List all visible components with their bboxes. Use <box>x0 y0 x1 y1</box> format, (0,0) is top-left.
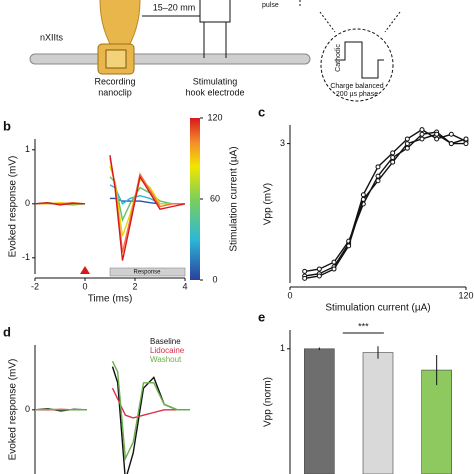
stimulating-label: hook electrode <box>185 87 244 97</box>
point <box>390 155 396 161</box>
lead <box>99 0 141 49</box>
x-tick-label: 120 <box>458 290 473 300</box>
point <box>375 178 381 184</box>
point <box>302 275 308 281</box>
point <box>360 196 366 202</box>
distance: 15–20 mm <box>153 2 196 12</box>
point <box>302 268 308 274</box>
point <box>434 136 440 142</box>
y-tick-label: 0 <box>25 198 30 208</box>
y-axis-label: Vpp (norm) <box>263 377 274 427</box>
y-axis-label: Vpp (mV) <box>263 183 274 225</box>
panel-label: e <box>258 309 265 324</box>
panel-a: 15–20 mm nXIIts Recording nanoclip Stimu… <box>29 0 401 102</box>
point <box>404 141 410 147</box>
colorbar <box>190 118 200 280</box>
x-tick-label: 0 <box>82 281 87 291</box>
stimulus-marker <box>80 266 90 274</box>
clip-core <box>105 49 127 69</box>
hook-electrode <box>199 0 231 58</box>
point <box>404 145 410 151</box>
point <box>390 159 396 165</box>
point <box>375 164 381 170</box>
point <box>463 141 469 147</box>
inset <box>320 28 394 102</box>
y-axis-label: Stimulation current (µA) <box>229 146 240 251</box>
pulse-wave <box>335 41 384 79</box>
bar <box>304 348 335 474</box>
point <box>448 141 454 147</box>
series-line <box>304 133 466 280</box>
y-tick-label: 1 <box>280 343 285 353</box>
x-tick-label: 2 <box>132 281 137 291</box>
y-tick-label: 3 <box>280 138 285 148</box>
point <box>375 173 381 179</box>
point <box>463 136 469 142</box>
point <box>360 192 366 198</box>
colorbar-tick-label: 120 <box>207 112 222 122</box>
point <box>434 131 440 137</box>
nerve-label: nXIIts <box>40 32 64 42</box>
x-axis-label: Stimulation current (µA) <box>325 303 430 314</box>
colorbar-tick-label: 60 <box>210 193 220 203</box>
series-line <box>34 155 186 261</box>
y-tick-label: -1 <box>22 252 30 262</box>
series-line <box>34 366 190 474</box>
recording-label: nanoclip <box>98 87 132 97</box>
nerve <box>29 53 311 65</box>
response-window <box>109 267 186 277</box>
annotation: Response <box>133 270 161 276</box>
series-line <box>304 131 467 273</box>
zoom-lines <box>299 0 401 33</box>
point <box>419 136 425 142</box>
point <box>331 259 337 265</box>
x-tick-label: -2 <box>31 281 39 291</box>
point <box>419 131 425 137</box>
legend-entry: Baseline <box>150 337 181 346</box>
point <box>448 131 454 137</box>
point <box>346 243 352 249</box>
panel-label: d <box>3 324 11 339</box>
colorbar-tick-label: 0 <box>212 274 217 284</box>
point <box>404 136 410 142</box>
stimulating-label: Stimulating <box>193 76 238 86</box>
series-line <box>304 128 467 277</box>
panel-label: c <box>258 104 265 119</box>
point <box>419 127 425 133</box>
y-axis-label: Evoked response (mV) <box>8 156 19 258</box>
annotation: *** <box>358 321 369 331</box>
y-axis-label: Evoked response (mV) <box>8 359 19 461</box>
charge-label: 200 µs phase <box>336 91 378 98</box>
series-line <box>34 360 190 461</box>
point <box>390 150 396 156</box>
y-tick-label: 1 <box>25 144 30 154</box>
bar <box>421 369 452 474</box>
x-tick-label: 0 <box>287 290 292 300</box>
point <box>316 273 322 279</box>
cathodic-label: Cathodic <box>335 44 342 72</box>
x-axis-label: Time (ms) <box>88 294 133 305</box>
legend-entry: Washout <box>150 355 182 364</box>
legend-entry: Lidocaine <box>150 346 185 355</box>
bar <box>362 352 394 474</box>
point <box>331 266 337 272</box>
point <box>316 266 322 272</box>
pulse-label: pulse <box>262 2 279 9</box>
panel-label: b <box>3 118 11 133</box>
y-tick-label: 0 <box>25 404 30 414</box>
x-tick-label: 4 <box>182 281 187 291</box>
series-line <box>35 387 190 419</box>
recording-label: Recording <box>94 76 135 86</box>
charge-label: Charge balanced <box>330 83 383 90</box>
